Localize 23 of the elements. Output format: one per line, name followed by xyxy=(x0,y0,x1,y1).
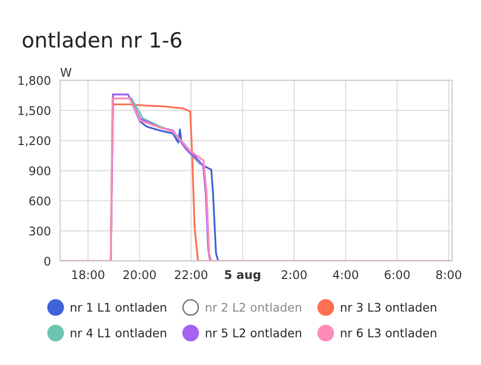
y-tick-label: 900 xyxy=(29,166,50,176)
x-tick-label: 18:00 xyxy=(72,270,104,280)
x-tick-label: 8:00 xyxy=(436,270,462,280)
chart-title: ontladen nr 1-6 xyxy=(22,32,182,48)
legend-label: nr 5 L2 ontladen xyxy=(206,328,302,338)
x-tick-label: 6:00 xyxy=(384,270,410,280)
x-tick-label: 22:00 xyxy=(174,270,208,280)
y-tick-label: 1,200 xyxy=(18,136,50,146)
y-tick-label: 1,500 xyxy=(18,106,50,116)
legend-label: nr 6 L3 ontladen xyxy=(340,328,436,338)
legend-label: nr 2 L2 ontladen xyxy=(206,302,302,312)
y-tick-label: 600 xyxy=(29,196,50,206)
x-tick-label: 4:00 xyxy=(332,270,358,280)
x-tick-label: 5 aug xyxy=(224,270,260,282)
y-tick-label: 300 xyxy=(29,226,50,236)
x-tick-label: 2:00 xyxy=(282,270,307,280)
x-tick-label: 20:00 xyxy=(123,270,156,280)
legend-label: nr 1 L1 ontladen xyxy=(70,302,166,312)
legend-label: nr 3 L3 ontladen xyxy=(340,302,436,312)
legend-label: nr 4 L1 ontladen xyxy=(70,328,166,338)
y-tick-label: 1,800 xyxy=(18,76,50,86)
y-tick-label: 0 xyxy=(44,256,50,266)
y-axis-title: W xyxy=(60,68,72,77)
